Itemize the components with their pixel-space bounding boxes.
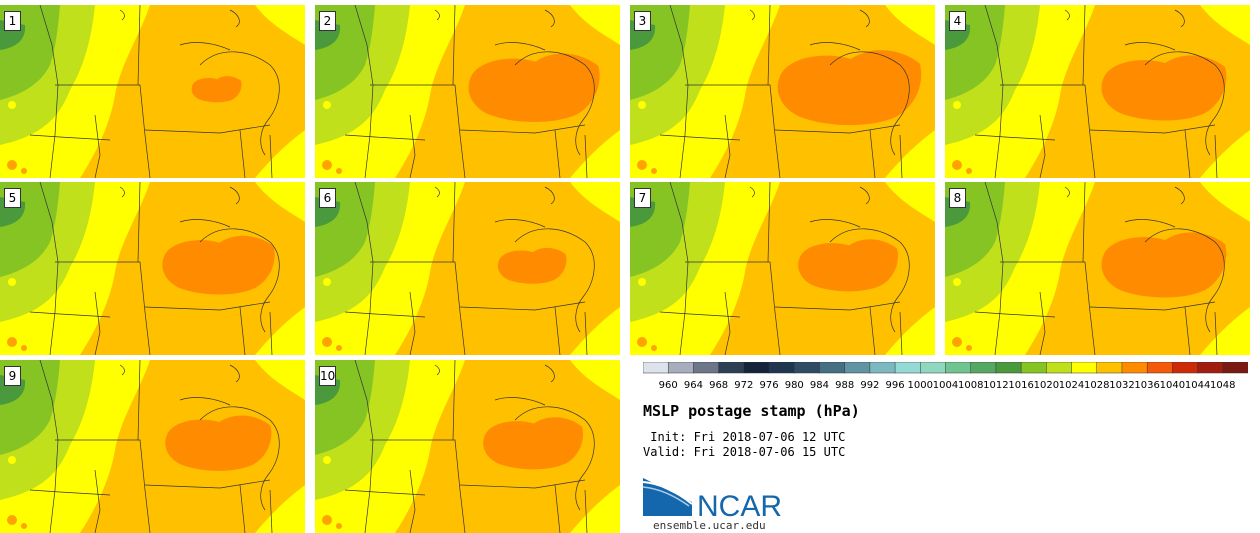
member-number: 10 [319,366,336,386]
colorbar-tick-label: 992 [860,380,880,391]
colorbar-tick-label: 976 [759,380,779,391]
member-number: 9 [4,366,21,386]
colorbar-swatch [995,362,1022,374]
member-number: 7 [634,188,651,208]
mslp-map [945,5,1250,178]
colorbar-swatch [945,362,972,374]
member-panel: 3 [630,5,935,178]
member-number: 4 [949,11,966,31]
colorbar-swatch [1121,362,1148,374]
member-number: 6 [319,188,336,208]
colorbar-tick-label: 1032 [1109,380,1135,391]
site-url: ensemble.ucar.edu [653,519,766,532]
member-panel: 5 [0,182,305,355]
colorbar-swatch [743,362,770,374]
mslp-map [315,182,620,355]
colorbar-swatch [693,362,720,374]
high-pressure-core [191,76,242,103]
colorbar-swatch [1071,362,1098,374]
mslp-map [315,360,620,533]
colorbar-tick-label: 1008 [957,380,984,391]
high-pressure-core [165,415,272,471]
member-panel: 7 [630,182,935,355]
colorbar-swatch [1172,362,1199,374]
colorbar-swatch [1020,362,1048,374]
valid-time: Valid: Fri 2018-07-06 15 UTC [643,445,846,459]
colorbar-swatch [718,362,745,374]
member-number: 5 [4,188,21,208]
mslp-map [315,5,620,178]
colorbar-tick-label: 1048 [1210,380,1236,391]
colorbar-tick-label: 984 [809,380,829,391]
colorbar-tick-label: 964 [683,380,703,391]
high-pressure-core [777,50,922,126]
mslp-map [630,182,935,355]
colorbar-swatch [1197,362,1224,374]
colorbar-tick-label: 1028 [1084,380,1110,391]
colorbar-swatch [667,362,695,374]
high-pressure-core [1101,55,1227,121]
colorbar-tick-label: 960 [658,380,678,391]
mslp-map [0,182,305,355]
logo-text: NCAR [697,490,782,518]
mslp-map [630,5,935,178]
colorbar-tick-label: 1004 [932,380,959,391]
colorbar-swatch [869,362,896,374]
high-pressure-core [162,235,275,295]
colorbar-tick-label: 1016 [1008,380,1034,391]
colorbar-swatch [794,362,821,374]
mslp-map [945,182,1250,355]
member-number: 1 [4,11,21,31]
colorbar-tick-label: 972 [734,380,754,391]
colorbar-swatch [1222,362,1248,374]
colorbar-tick-label: 1024 [1058,380,1085,391]
member-panel: 10 [315,360,620,533]
colorbar-tick-label: 1044 [1184,380,1211,391]
colorbar-labels: 960 964 968 972 976 980 984 988 992 996 1000 1004 10… [630,380,1250,394]
member-number: 3 [634,11,651,31]
mslp-map [0,360,305,533]
member-number: 2 [319,11,336,31]
ncar-logo: NCAR [643,478,782,518]
member-panel: 8 [945,182,1250,355]
colorbar-tick-label: 1036 [1134,380,1160,391]
colorbar-tick-label: 1000 [907,380,934,391]
member-panel: 9 [0,360,305,533]
colorbar-swatch [970,362,997,374]
colorbar-swatch [920,362,947,374]
mslp-map [0,5,305,178]
colorbar [643,362,1248,374]
member-panel: 4 [945,5,1250,178]
colorbar-swatch [819,362,846,374]
plot-title: MSLP postage stamp (hPa) [643,402,860,420]
member-panel: 6 [315,182,620,355]
high-pressure-core [1101,232,1227,298]
member-panel: 1 [0,5,305,178]
colorbar-swatch [894,362,922,374]
high-pressure-core [483,417,584,470]
colorbar-swatch [1046,362,1073,374]
colorbar-swatch [643,362,669,374]
high-pressure-core [497,247,567,284]
colorbar-tick-label: 1012 [983,380,1009,391]
colorbar-tick-label: 980 [784,380,804,391]
member-number: 8 [949,188,966,208]
init-time: Init: Fri 2018-07-06 12 UTC [643,430,846,444]
colorbar-swatch [1146,362,1174,374]
colorbar-swatch [768,362,795,374]
colorbar-swatch [844,362,871,374]
colorbar-swatch [1096,362,1123,374]
high-pressure-core [468,53,600,123]
colorbar-tick-label: 1020 [1033,380,1060,391]
colorbar-tick-label: 1040 [1159,380,1186,391]
high-pressure-core [798,239,899,292]
colorbar-tick-label: 996 [885,380,905,391]
member-panel: 2 [315,5,620,178]
colorbar-tick-label: 968 [709,380,729,391]
colorbar-tick-label: 988 [835,380,855,391]
